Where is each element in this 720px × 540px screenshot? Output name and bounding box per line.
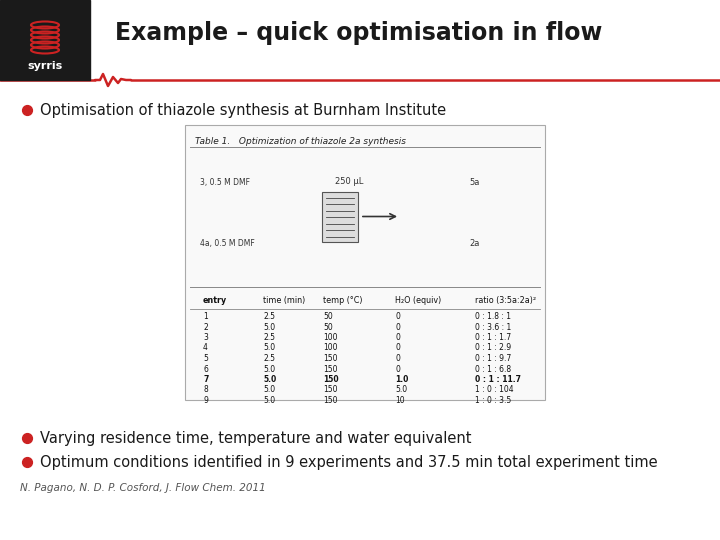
Text: 2.5: 2.5: [263, 312, 275, 321]
Text: 2.5: 2.5: [263, 354, 275, 363]
Text: 3: 3: [203, 333, 208, 342]
Text: 150: 150: [323, 396, 338, 405]
Text: 6: 6: [203, 364, 208, 374]
Point: [22, 458, 33, 467]
Text: 4a, 0.5 M DMF: 4a, 0.5 M DMF: [200, 239, 255, 248]
Text: 1: 1: [203, 312, 208, 321]
Text: entry: entry: [203, 296, 228, 305]
Text: 5.0: 5.0: [263, 343, 275, 353]
Text: 10: 10: [395, 396, 405, 405]
Text: 1 : 0 : 104: 1 : 0 : 104: [475, 386, 513, 395]
Text: 1 : 0 : 3.5: 1 : 0 : 3.5: [475, 396, 511, 405]
Text: 8: 8: [203, 386, 208, 395]
Text: 0 : 3.6 : 1: 0 : 3.6 : 1: [475, 322, 511, 332]
Text: 9: 9: [203, 396, 208, 405]
Text: Optimisation of thiazole synthesis at Burnham Institute: Optimisation of thiazole synthesis at Bu…: [40, 103, 446, 118]
Text: 250 μL: 250 μL: [335, 178, 364, 186]
Text: 50: 50: [323, 322, 333, 332]
Text: time (min): time (min): [263, 296, 305, 305]
Text: syrris: syrris: [27, 61, 63, 71]
Text: 150: 150: [323, 386, 338, 395]
Text: 5.0: 5.0: [395, 386, 407, 395]
Text: Optimum conditions identified in 9 experiments and 37.5 min total experiment tim: Optimum conditions identified in 9 exper…: [40, 455, 657, 469]
Bar: [322, 192, 358, 241]
Point: [22, 434, 33, 442]
Text: Varying residence time, temperature and water equivalent: Varying residence time, temperature and …: [40, 430, 472, 445]
Text: 0 : 1 : 9.7: 0 : 1 : 9.7: [475, 354, 511, 363]
Text: 7: 7: [203, 375, 208, 384]
Text: 150: 150: [323, 375, 338, 384]
Text: 150: 150: [323, 354, 338, 363]
Text: 0 : 1 : 2.9: 0 : 1 : 2.9: [475, 343, 511, 353]
Text: 1.0: 1.0: [395, 375, 408, 384]
Text: Example – quick optimisation in flow: Example – quick optimisation in flow: [115, 21, 603, 45]
Text: 100: 100: [323, 343, 338, 353]
Text: H₂O (equiv): H₂O (equiv): [395, 296, 441, 305]
Text: 0 : 1.8 : 1: 0 : 1.8 : 1: [475, 312, 511, 321]
Text: N. Pagano, N. D. P. Cosford, J. Flow Chem. 2011: N. Pagano, N. D. P. Cosford, J. Flow Che…: [20, 483, 266, 493]
Text: 5.0: 5.0: [263, 386, 275, 395]
Text: 0 : 1 : 1.7: 0 : 1 : 1.7: [475, 333, 511, 342]
Text: 2.5: 2.5: [263, 333, 275, 342]
Text: 0: 0: [395, 343, 400, 353]
Text: temp (°C): temp (°C): [323, 296, 362, 305]
Text: 3, 0.5 M DMF: 3, 0.5 M DMF: [200, 178, 250, 187]
Text: 5.0: 5.0: [263, 375, 276, 384]
Text: 0: 0: [395, 364, 400, 374]
Text: 5: 5: [203, 354, 208, 363]
Text: Table 1.   Optimization of thiazole 2a synthesis: Table 1. Optimization of thiazole 2a syn…: [195, 137, 406, 146]
Text: ratio (3:5a:2a)²: ratio (3:5a:2a)²: [475, 296, 536, 305]
Text: 0 : 1 : 6.8: 0 : 1 : 6.8: [475, 364, 511, 374]
Text: 0: 0: [395, 354, 400, 363]
Text: 2a: 2a: [470, 239, 480, 248]
Text: 50: 50: [323, 312, 333, 321]
Text: 0: 0: [395, 322, 400, 332]
Text: 2: 2: [203, 322, 208, 332]
Text: 5.0: 5.0: [263, 396, 275, 405]
Text: 150: 150: [323, 364, 338, 374]
Text: 5a: 5a: [470, 178, 480, 187]
Bar: [0, 0, 90, 80]
Text: 0: 0: [395, 333, 400, 342]
Text: 4: 4: [203, 343, 208, 353]
Text: 0 : 1 : 11.7: 0 : 1 : 11.7: [475, 375, 521, 384]
Text: 100: 100: [323, 333, 338, 342]
Text: 0: 0: [395, 312, 400, 321]
Text: 5.0: 5.0: [263, 322, 275, 332]
Text: 5.0: 5.0: [263, 364, 275, 374]
Bar: [185, 125, 545, 400]
Point: [22, 106, 33, 114]
